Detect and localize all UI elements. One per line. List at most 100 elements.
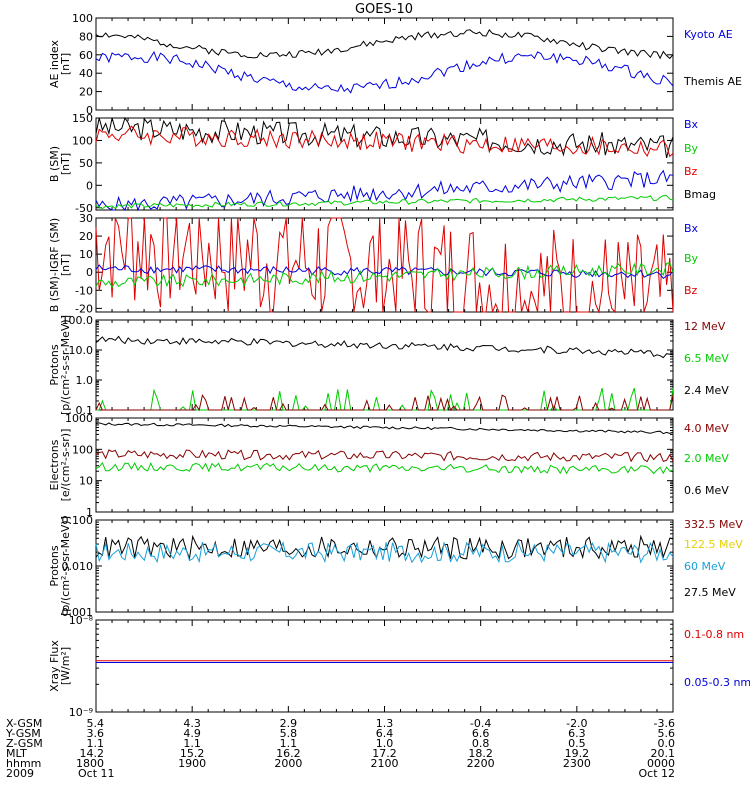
orbit-cell: 2300 [563, 757, 591, 770]
orbit-cell: 20.1 [651, 747, 676, 760]
orbit-cell: 14.2 [80, 747, 105, 760]
y-axis-label: [nT] [59, 254, 72, 276]
orbit-row-label: hhmm [6, 757, 41, 770]
panel-7: 10⁻⁹ 10⁻⁸ Xray Flux[W/m²] 0.1-0.8 nm 0.05-0.… [48, 614, 750, 719]
series-line [95, 393, 674, 412]
series-line [95, 264, 674, 279]
y-tick-label: 10 [79, 248, 93, 261]
y-tick-label: 20 [79, 230, 93, 243]
series-line [95, 195, 674, 210]
panel-2: -50 0 50 100 150 B (SM)[nT] Bx By Bz Bmag [48, 112, 716, 215]
orbit-cell: 5.4 [87, 717, 105, 730]
y-tick-label: 30 [79, 212, 93, 225]
orbit-cell: -3.6 [654, 717, 675, 730]
panel-6: 0.001 0.010 0.100 Protons[p/(cm²-s-sr-MeV)]… [48, 514, 743, 619]
legend-entry: 332.5 MeV [684, 518, 743, 531]
orbit-cell: 16.2 [276, 747, 301, 760]
panel-frame [95, 117, 674, 211]
y-tick-label: -10 [75, 284, 93, 297]
series-line [95, 217, 674, 314]
series-line [95, 262, 674, 289]
series-line [95, 534, 674, 561]
legend-entry: 0.1-0.8 nm [684, 628, 744, 641]
series-line [95, 116, 674, 159]
legend-entry: 4.0 MeV [684, 422, 729, 435]
orbit-row-label: X-GSM [6, 717, 42, 730]
legend-entry: 2.4 MeV [684, 384, 729, 397]
orbit-cell: 4.9 [183, 727, 201, 740]
orbit-cell: 1.0 [376, 737, 394, 750]
y-tick-label: 10 [79, 475, 93, 488]
orbit-row-label: Z-GSM [6, 737, 43, 750]
orbit-cell: 19.2 [565, 747, 590, 760]
panel-frame [95, 519, 674, 613]
y-tick-label: -50 [75, 202, 93, 215]
y-tick-label: 80 [79, 30, 93, 43]
y-tick-label: 0.010 [62, 560, 94, 573]
orbit-cell: -0.4 [470, 717, 491, 730]
legend-entry: Bmag [684, 188, 716, 201]
orbit-cell: 1.3 [376, 717, 394, 730]
orbit-cell: 4.3 [183, 717, 201, 730]
series-line [95, 169, 674, 212]
panel-frame [95, 619, 674, 713]
y-tick-label: 0.1 [76, 404, 94, 417]
orbit-cell: 2200 [467, 757, 495, 770]
legend-entry: 122.5 MeV [684, 538, 743, 551]
y-tick-label: 0 [86, 266, 93, 279]
y-tick-label: 60 [79, 49, 93, 62]
orbit-cell: 1800 [76, 757, 104, 770]
y-tick-label: 100 [72, 443, 93, 456]
panel-5: 1 10 100 1000 Electrons[e/(cm²-s-sr)] 4.0 MeV… [48, 412, 729, 519]
series-line [95, 461, 674, 475]
orbit-cell: 0.0 [658, 737, 676, 750]
y-axis-label: Protons [48, 344, 61, 385]
orbit-cell: -2.0 [566, 717, 587, 730]
orbit-cell: 0.5 [568, 737, 586, 750]
panel-frame [95, 319, 674, 411]
legend-entry: 60 MeV [684, 560, 726, 573]
orbit-cell: 5.8 [280, 727, 298, 740]
y-tick-label: 10⁻⁸ [69, 614, 94, 627]
orbit-cell: 5.6 [658, 727, 676, 740]
y-axis-label: Electrons [48, 439, 61, 490]
y-axis-label: [p/(cm²-s-sr-MeV)] [59, 315, 72, 415]
panel-1: 0 20 40 60 80 100 AE index[nT] Kyoto AE Themis A… [48, 12, 742, 117]
legend-entry: 12 MeV [684, 320, 726, 333]
orbit-cell: Oct 12 [638, 767, 675, 780]
legend-entry: Bz [684, 165, 698, 178]
y-tick-label: 50 [79, 157, 93, 170]
y-tick-label: 0.100 [62, 514, 94, 527]
series-line [95, 335, 674, 359]
series-line [95, 125, 674, 158]
series-line [95, 29, 674, 60]
y-axis-label: Xray Flux [48, 640, 61, 692]
y-tick-label: 0 [86, 179, 93, 192]
series-line [95, 422, 674, 435]
legend-entry: 27.5 MeV [684, 586, 736, 599]
legend-entry: Bx [684, 222, 699, 235]
legend-entry: Kyoto AE [684, 28, 733, 41]
legend-entry: By [684, 252, 699, 265]
y-tick-label: 100 [72, 12, 93, 25]
y-tick-label: 40 [79, 67, 93, 80]
legend-entry: 0.05-0.3 nm [684, 676, 750, 689]
y-tick-label: 1.0 [76, 374, 94, 387]
y-axis-label: [nT] [59, 53, 72, 75]
legend-entry: 2.0 MeV [684, 452, 729, 465]
orbit-cell: 2000 [274, 757, 302, 770]
y-tick-label: 150 [72, 112, 93, 125]
y-tick-label: 0.001 [62, 606, 94, 619]
orbit-cell: 2100 [371, 757, 399, 770]
y-tick-label: 100.0 [62, 314, 94, 327]
series-line [95, 50, 674, 94]
orbit-cell: 15.2 [180, 747, 205, 760]
y-tick-label: 10⁻⁹ [69, 706, 93, 719]
legend-entry: Bz [684, 284, 698, 297]
y-axis-label: B (SM) [48, 146, 61, 182]
legend-entry: Bx [684, 118, 699, 131]
orbit-row-label: MLT [6, 747, 27, 760]
series-line [95, 540, 674, 564]
orbit-row-label: 2009 [6, 767, 34, 780]
